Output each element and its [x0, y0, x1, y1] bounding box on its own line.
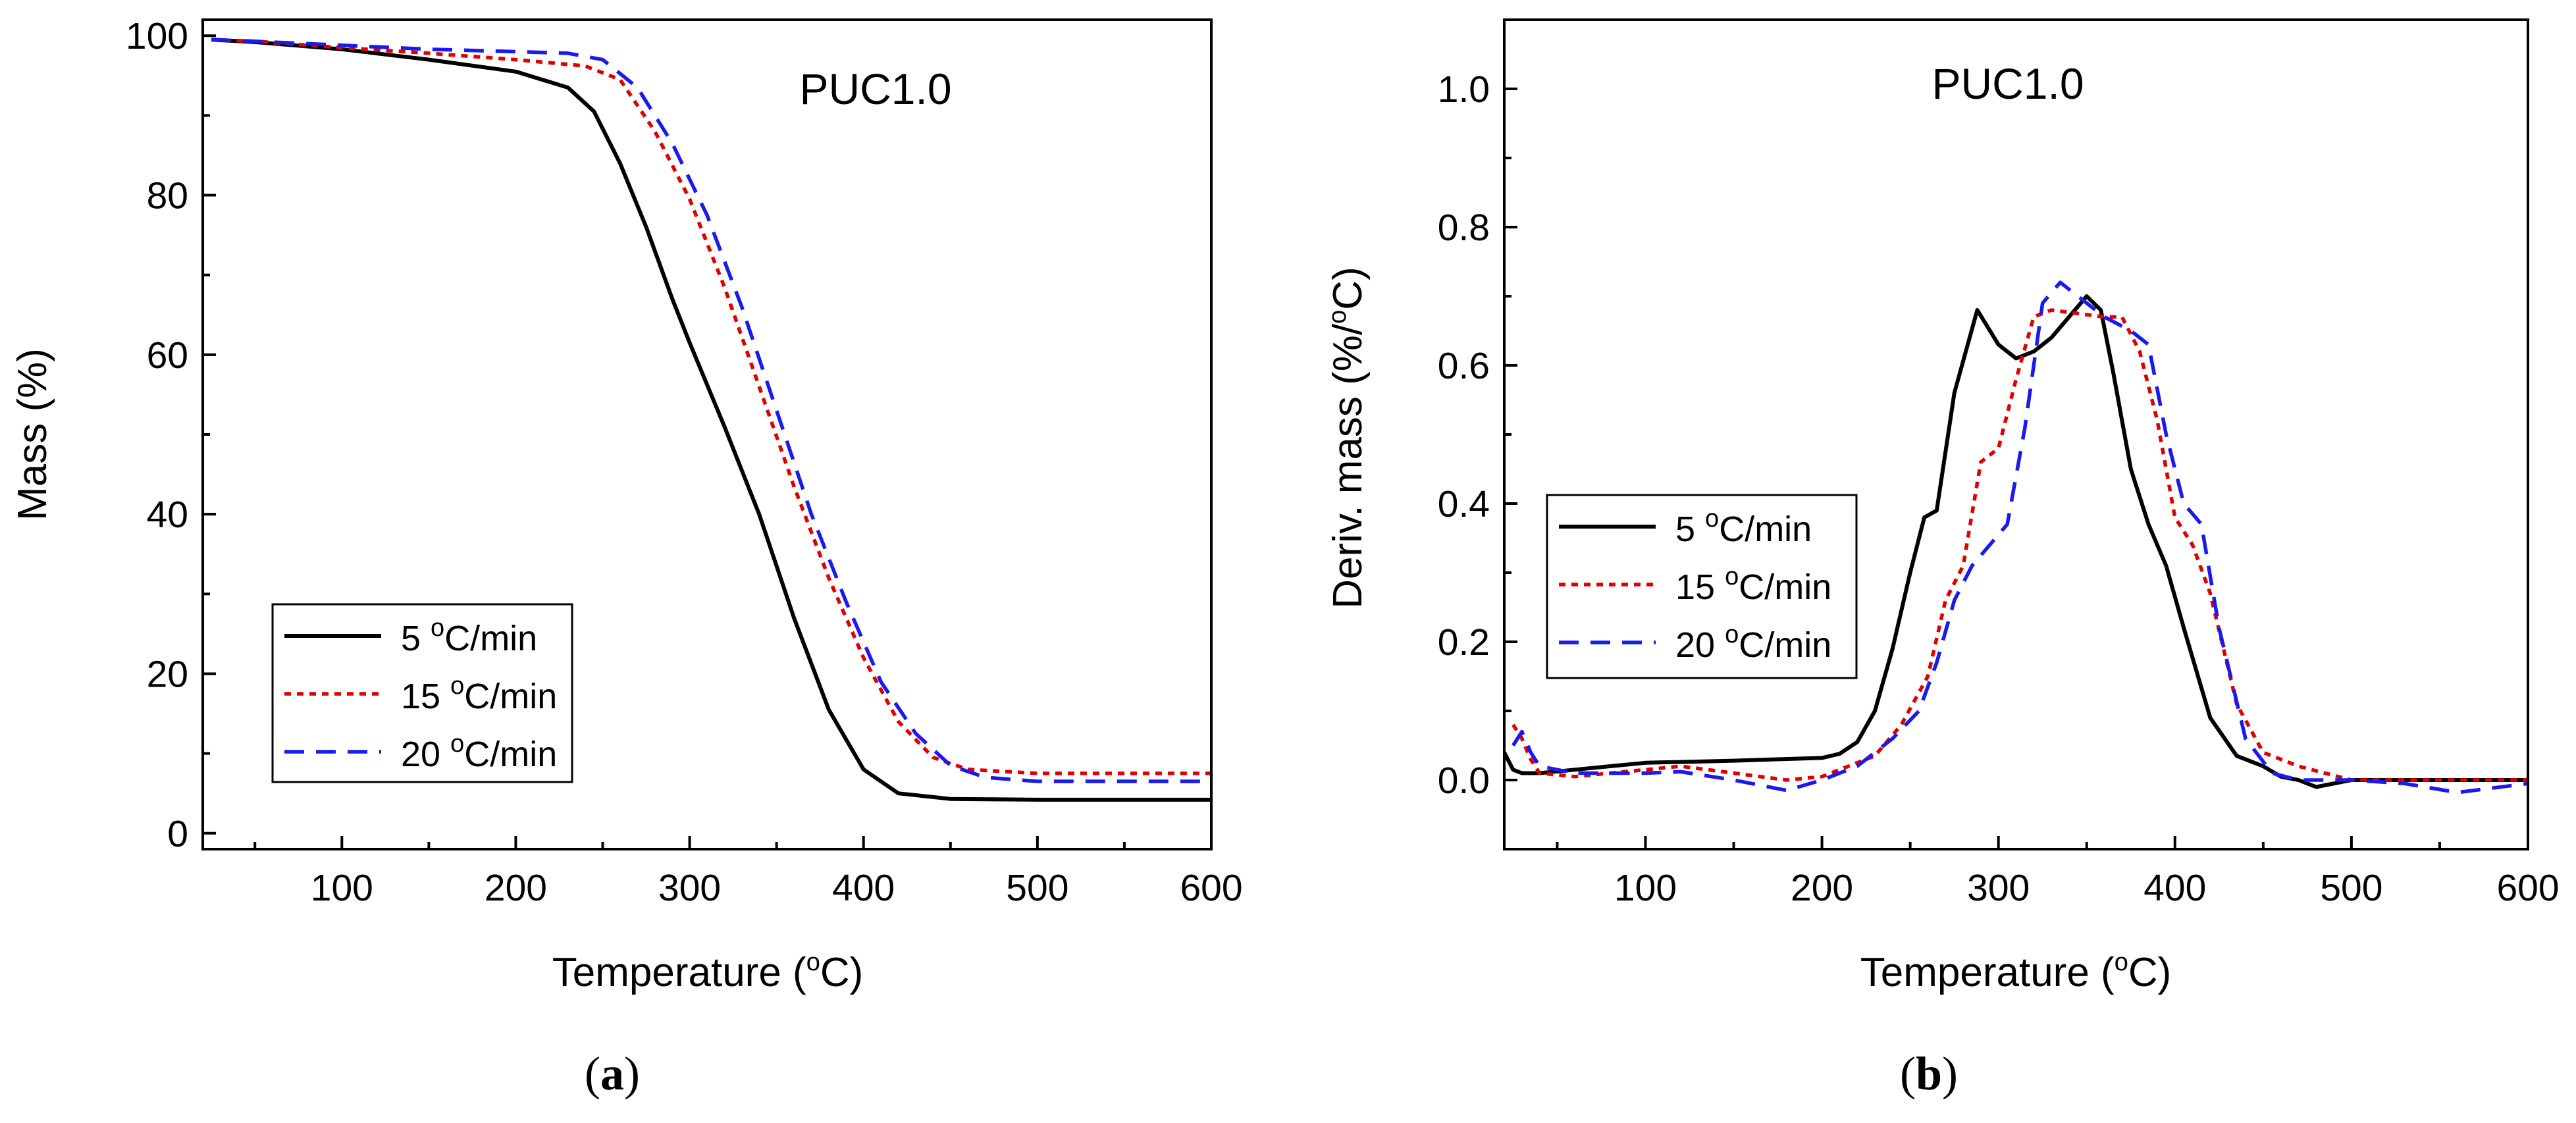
series-line-5	[1504, 294, 2528, 789]
legend-label: 20 oC/min	[1675, 621, 1831, 665]
y-tick-label: 60	[147, 334, 188, 377]
caption-paren: (	[1900, 1047, 1916, 1100]
panel-caption: (b)	[1900, 1047, 1958, 1100]
y-axis-unit: C)	[1325, 267, 1371, 309]
y-tick-label: 100	[126, 15, 188, 57]
caption-paren: )	[1942, 1047, 1958, 1100]
series-line-5	[211, 38, 1211, 802]
plot-frame	[1503, 18, 2529, 850]
legend-rate: 5	[1675, 509, 1705, 549]
y-axis-title: Mass (%)	[10, 348, 55, 521]
legend-rate: 20	[401, 735, 450, 774]
legend-unit: C/min	[1719, 509, 1812, 549]
x-tick-label: 100	[1614, 867, 1677, 909]
legend-unit: C/min	[1739, 625, 1831, 665]
legend-rate: 15	[1675, 567, 1725, 607]
panel-caption: (a)	[585, 1047, 640, 1100]
legend-rate: 20	[1675, 625, 1725, 665]
x-tick-label: 600	[1180, 867, 1242, 909]
x-tick-label: 400	[2143, 867, 2206, 909]
legend-label: 20 oC/min	[401, 730, 557, 774]
x-tick-label: 400	[832, 867, 895, 909]
degree-mark: o	[1725, 563, 1739, 590]
x-tick-label: 500	[1006, 867, 1068, 909]
x-axis-title-text: Temperature (	[552, 950, 806, 995]
caption-letter: a	[600, 1047, 624, 1100]
y-tick-label: 0.4	[1438, 483, 1490, 525]
legend-unit: C/min	[464, 677, 557, 716]
y-tick-label: 40	[147, 494, 188, 536]
legend-label: 5 oC/min	[1675, 505, 1812, 549]
y-axis-title-text: Mass (%)	[10, 348, 55, 521]
legend-label: 15 oC/min	[401, 672, 557, 716]
x-axis-title: Temperature (oC)	[1860, 949, 2172, 995]
caption-paren: )	[624, 1047, 640, 1100]
y-tick-label: 0	[167, 813, 188, 855]
panel-title: PUC1.0	[1932, 59, 2084, 108]
y-tick-label: 0.2	[1438, 621, 1490, 664]
degree-mark: o	[1705, 505, 1719, 533]
degree-mark: o	[806, 949, 820, 976]
legend-unit: C/min	[1739, 567, 1831, 607]
y-tick-label: 0.6	[1438, 345, 1490, 387]
x-axis-title-text: Temperature (	[1860, 950, 2115, 995]
degree-mark: o	[2115, 949, 2128, 976]
y-tick-label: 0.0	[1438, 760, 1490, 802]
caption-paren: (	[585, 1047, 600, 1100]
panel-title: PUC1.0	[799, 65, 951, 113]
x-tick-label: 600	[2496, 867, 2559, 909]
series-line-15	[1511, 308, 2528, 782]
legend-rate: 15	[401, 677, 450, 716]
degree-mark: o	[1324, 310, 1352, 324]
x-tick-label: 300	[658, 867, 721, 909]
panel-b: 100 200 300 400 500 600 0.0 0.2 0.4 0.6 0.8 1.0 PUC1…	[1324, 18, 2560, 1100]
series-line-20	[211, 38, 1211, 783]
x-tick-label: 100	[311, 867, 373, 909]
degree-mark: o	[1725, 621, 1739, 648]
series-line-15	[211, 38, 1211, 775]
caption-letter: b	[1916, 1047, 1942, 1100]
x-axis-unit: C)	[820, 950, 863, 995]
y-tick-label: 20	[147, 653, 188, 695]
legend-label: 5 oC/min	[401, 614, 537, 658]
legend-rate: 5	[401, 619, 431, 658]
x-axis-title: Temperature (oC)	[552, 949, 864, 995]
legend-unit: C/min	[464, 735, 557, 774]
degree-mark: o	[450, 730, 464, 758]
x-axis-unit: C)	[2128, 950, 2171, 995]
x-tick-label: 300	[1967, 867, 2030, 909]
y-tick-label: 0.8	[1438, 207, 1490, 249]
y-tick-label: 80	[147, 175, 188, 217]
x-tick-label: 500	[2320, 867, 2382, 909]
y-tick-label: 1.0	[1438, 68, 1490, 111]
legend-unit: C/min	[444, 619, 537, 658]
degree-mark: o	[431, 614, 444, 642]
degree-mark: o	[450, 672, 464, 700]
y-axis-title-text: Deriv. mass (%/	[1325, 323, 1371, 609]
legend-label: 15 oC/min	[1675, 563, 1831, 607]
x-tick-label: 200	[1791, 867, 1853, 909]
y-axis-title: Deriv. mass (%/oC)	[1324, 267, 1371, 608]
panel-a: 100 200 300 400 500 600 0 20 40 60 80 100 PUC1.0 Temp…	[10, 15, 1243, 1100]
series-line-20	[1511, 280, 2528, 795]
x-tick-label: 200	[485, 867, 547, 909]
